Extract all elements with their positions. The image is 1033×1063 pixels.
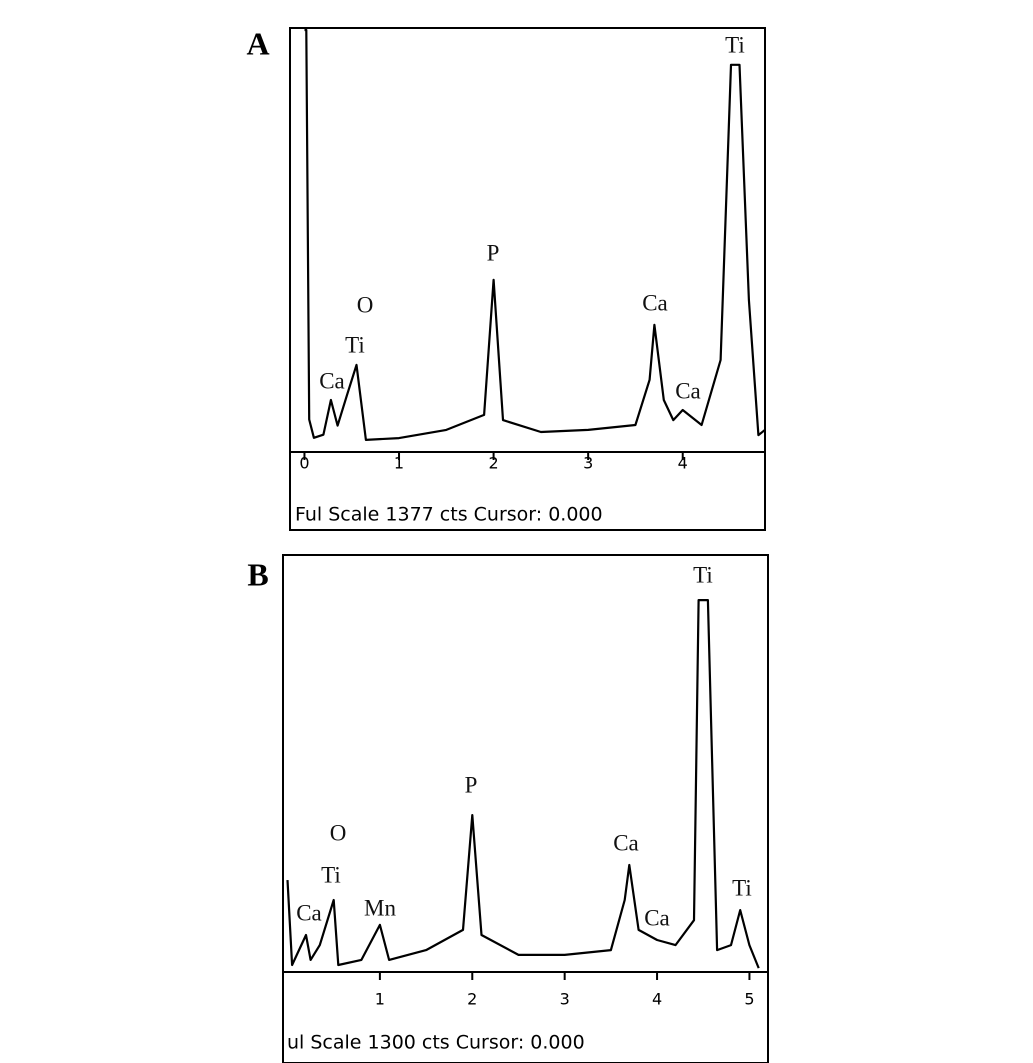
peak-label: Ti (732, 875, 752, 900)
x-tick-label: 4 (652, 990, 662, 1009)
footer-text: ul Scale 1300 cts Cursor: 0.000 (287, 1032, 585, 1054)
peak-label: P (465, 772, 478, 797)
peak-label: Ca (319, 368, 345, 393)
peak-label: Ca (644, 905, 670, 930)
peak-label: Ti (345, 332, 365, 357)
x-tick-label: 1 (394, 454, 404, 473)
x-tick-label: 4 (678, 454, 688, 473)
x-tick-label: 3 (583, 454, 593, 473)
x-tick-label: 1 (375, 990, 385, 1009)
x-tick-label: 3 (560, 990, 570, 1009)
peak-label: Ti (725, 32, 745, 57)
footer-text: Ful Scale 1377 cts Cursor: 0.000 (295, 504, 603, 526)
peak-label: O (330, 820, 347, 845)
peak-label: Ca (675, 378, 701, 403)
x-tick-label: 2 (488, 454, 498, 473)
peak-label: O (357, 292, 374, 317)
peak-label: Mn (364, 895, 396, 920)
spectrum-line (286, 599, 760, 969)
peak-label: P (487, 240, 500, 265)
panel-frame (289, 27, 766, 531)
peak-label: Ca (296, 900, 322, 925)
x-tick-label: 0 (299, 454, 309, 473)
peak-label: Ca (613, 830, 639, 855)
panel-label: A (246, 25, 269, 61)
panel-label: B (247, 556, 268, 592)
x-tick-label: 2 (467, 990, 477, 1009)
x-tick-label: 5 (744, 990, 754, 1009)
peak-label: Ti (321, 862, 341, 887)
spectrum-line (304, 28, 765, 441)
panel-frame (282, 554, 769, 1063)
peak-label: Ti (693, 562, 713, 587)
peak-label: Ca (642, 290, 668, 315)
